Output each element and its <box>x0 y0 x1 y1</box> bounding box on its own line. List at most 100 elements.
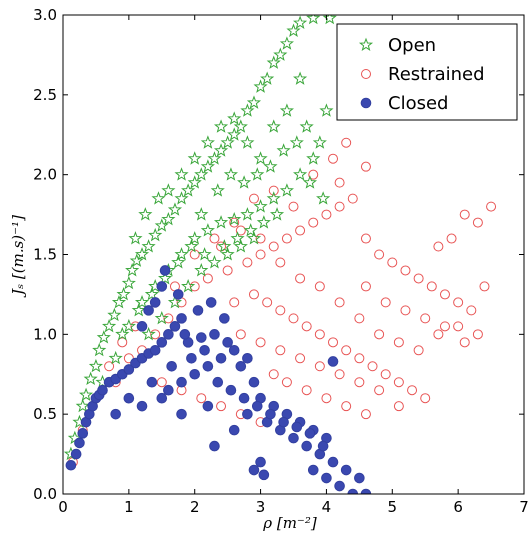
point-open <box>316 191 331 205</box>
point-restrained <box>222 265 233 276</box>
point-open <box>246 231 262 245</box>
point-restrained <box>229 297 240 308</box>
point-open <box>276 143 291 157</box>
point-restrained <box>367 361 378 372</box>
point-restrained <box>321 209 332 220</box>
x-tick-label: 0 <box>58 498 68 516</box>
point-restrained <box>275 345 286 356</box>
point-restrained <box>262 297 273 308</box>
point-closed <box>196 332 207 343</box>
point-restrained <box>393 377 404 388</box>
point-open <box>121 275 136 290</box>
x-tick-label: 6 <box>453 498 463 516</box>
point-closed <box>163 384 174 396</box>
point-closed <box>205 297 217 308</box>
point-restrained <box>420 393 431 404</box>
point-restrained <box>288 201 299 212</box>
point-restrained <box>268 369 279 380</box>
point-open <box>207 255 222 269</box>
point-open <box>260 71 275 85</box>
point-restrained <box>374 329 385 340</box>
point-open <box>108 350 123 365</box>
y-tick-label: 0.5 <box>33 405 57 423</box>
point-closed <box>77 428 89 439</box>
point-restrained <box>235 225 246 236</box>
y-tick-label: 0.0 <box>33 485 57 503</box>
point-closed <box>146 376 158 388</box>
point-open <box>194 263 209 277</box>
x-tick-label: 5 <box>388 498 398 516</box>
point-closed <box>74 437 85 449</box>
point-open <box>213 215 229 229</box>
point-closed <box>123 392 135 404</box>
point-open <box>220 247 235 261</box>
point-restrained <box>255 337 266 348</box>
point-open <box>286 23 301 37</box>
point-restrained <box>459 209 470 220</box>
point-restrained <box>439 321 450 332</box>
point-open <box>171 255 186 269</box>
point-restrained <box>360 161 371 172</box>
point-closed <box>291 421 303 433</box>
legend-label-restrained: Restrained <box>388 64 485 85</box>
point-restrained <box>117 337 128 348</box>
point-open <box>174 167 189 181</box>
point-open <box>161 183 176 197</box>
x-tick-label: 7 <box>519 498 529 516</box>
point-open <box>88 358 103 373</box>
point-open <box>154 310 169 325</box>
point-restrained <box>439 289 450 300</box>
point-open <box>167 294 183 309</box>
point-closed <box>136 321 148 332</box>
point-restrained <box>248 193 259 204</box>
point-open <box>187 175 202 189</box>
point-open <box>227 211 242 226</box>
point-open <box>200 159 215 173</box>
point-open <box>223 167 238 181</box>
legend-label-closed: Closed <box>388 93 448 114</box>
point-open <box>210 183 225 197</box>
point-restrained <box>288 313 299 324</box>
point-closed <box>192 305 204 316</box>
point-closed <box>70 448 82 460</box>
point-restrained <box>407 385 418 396</box>
point-restrained <box>242 257 253 268</box>
point-open <box>240 103 255 117</box>
x-tick-label: 3 <box>256 498 266 516</box>
point-closed <box>360 488 372 494</box>
point-restrained <box>380 369 391 380</box>
point-restrained <box>360 409 371 420</box>
point-closed <box>176 313 187 324</box>
y-tick-label: 3.0 <box>33 6 57 24</box>
point-closed <box>202 360 214 372</box>
point-closed <box>172 289 184 300</box>
point-restrained <box>275 257 286 268</box>
point-restrained <box>479 281 490 292</box>
point-open <box>322 15 337 25</box>
point-open <box>96 330 111 344</box>
point-open <box>167 202 183 216</box>
series-restrained <box>67 137 497 468</box>
point-open <box>263 159 278 173</box>
point-restrained <box>248 289 259 300</box>
point-open <box>174 191 189 205</box>
y-tick-label: 1.0 <box>33 325 57 343</box>
point-open <box>227 127 242 141</box>
point-open <box>227 111 242 125</box>
point-closed <box>327 456 339 468</box>
point-closed <box>228 424 240 436</box>
point-restrained <box>189 281 200 292</box>
point-restrained <box>334 177 345 188</box>
point-open <box>151 191 166 205</box>
point-open <box>194 207 209 221</box>
point-open <box>181 279 196 293</box>
point-restrained <box>216 401 227 412</box>
point-closed <box>212 376 224 388</box>
point-restrained <box>328 153 339 164</box>
point-restrained <box>268 241 279 252</box>
point-open <box>279 183 294 197</box>
point-open <box>78 387 94 402</box>
point-open <box>75 398 90 413</box>
point-restrained <box>229 217 240 228</box>
point-closed <box>219 313 230 324</box>
